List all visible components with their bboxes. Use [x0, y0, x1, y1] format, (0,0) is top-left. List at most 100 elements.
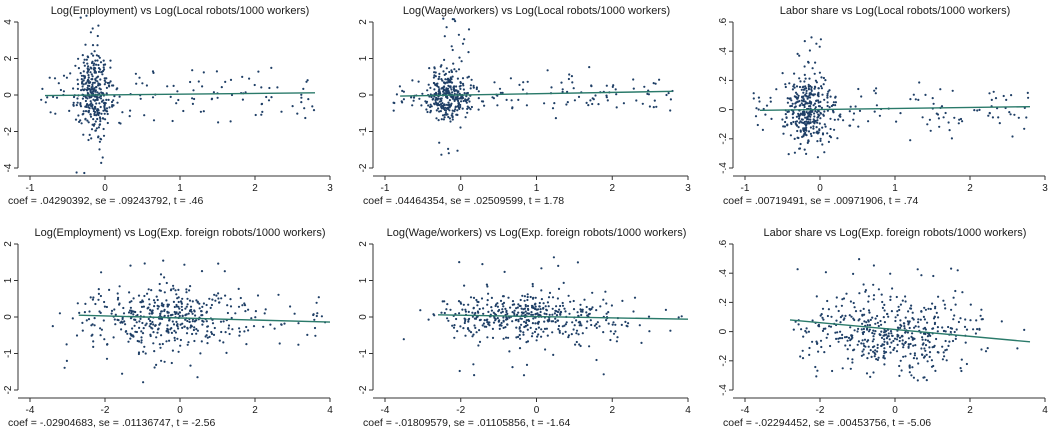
scatter-point: [94, 120, 97, 123]
scatter-point: [95, 85, 98, 89]
scatter-point: [641, 102, 644, 105]
scatter-point: [811, 319, 814, 322]
scatter-point: [912, 376, 916, 379]
scatter-point: [922, 315, 926, 318]
scatter-point: [899, 359, 902, 362]
scatter-point: [72, 87, 75, 90]
scatter-point: [402, 90, 405, 93]
scatter-point: [83, 58, 86, 61]
scatter-point: [976, 328, 979, 331]
y-tick-label: 0: [358, 92, 369, 98]
scatter-point: [175, 311, 178, 314]
scatter-point: [540, 289, 543, 292]
x-tick-label: 0: [817, 183, 823, 194]
scatter-point: [849, 326, 852, 329]
scatter-point: [560, 81, 563, 84]
scatter-point: [821, 307, 825, 310]
scatter-point: [180, 305, 183, 308]
scatter-point: [515, 318, 518, 321]
x-tick-label: 4: [685, 405, 691, 416]
scatter-point: [297, 322, 300, 325]
scatter-point: [829, 325, 833, 328]
scatter-point: [797, 126, 800, 129]
scatter-point: [467, 310, 470, 313]
scatter-point: [953, 314, 956, 317]
scatter-point: [104, 118, 107, 121]
scatter-point: [789, 105, 792, 108]
scatter-point: [108, 106, 111, 109]
scatter-point: [937, 117, 941, 120]
scatter-point: [110, 309, 114, 312]
scatter-point: [81, 97, 84, 100]
scatter-point: [88, 81, 91, 84]
scatter-point: [836, 137, 839, 140]
scatter-point: [492, 321, 496, 324]
scatter-point: [764, 113, 767, 116]
scatter-point: [803, 132, 806, 135]
scatter-point: [803, 80, 806, 83]
scatter-point: [72, 103, 75, 106]
scatter-point: [86, 119, 89, 122]
scatter-point: [98, 112, 101, 115]
scatter-point: [433, 88, 436, 91]
scatter-point: [517, 98, 520, 101]
x-tick-label: 1: [534, 183, 540, 194]
scatter-point: [102, 319, 105, 322]
scatter-point: [782, 125, 785, 128]
scatter-point: [469, 84, 472, 87]
scatter-point: [954, 289, 957, 293]
scatter-point: [122, 306, 125, 310]
scatter-point: [193, 310, 196, 313]
scatter-point: [143, 345, 146, 348]
scatter-point: [875, 104, 879, 107]
scatter-point: [624, 320, 627, 323]
scatter-point: [843, 336, 847, 339]
scatter-point: [464, 319, 467, 323]
scatter-point: [964, 318, 967, 321]
scatter-point: [599, 305, 602, 308]
y-tick-label: 0: [718, 106, 729, 112]
scatter-point: [945, 359, 948, 362]
scatter-point: [928, 118, 932, 121]
scatter-point: [926, 321, 929, 324]
scatter-point: [547, 296, 551, 299]
scatter-point: [680, 315, 683, 318]
scatter-point: [91, 107, 94, 110]
scatter-point: [99, 334, 102, 337]
scatter-point: [509, 306, 512, 309]
scatter-point: [815, 126, 818, 129]
scatter-point: [817, 131, 820, 134]
scatter-point: [605, 319, 608, 322]
scatter-point: [757, 96, 761, 99]
scatter-point: [597, 103, 600, 106]
scatter-point: [761, 128, 765, 131]
panel-5: Log(Wage/workers) vs Log(Exp. foreign ro…: [358, 227, 691, 429]
y-tick-label: -2: [358, 163, 369, 172]
scatter-point: [907, 345, 910, 348]
scatter-point: [135, 82, 138, 85]
scatter-point: [801, 96, 804, 99]
scatter-point: [621, 299, 624, 302]
scatter-point: [457, 99, 460, 103]
scatter-point: [459, 81, 462, 85]
scatter-point: [980, 308, 983, 311]
scatter-point: [199, 352, 202, 355]
scatter-point: [1009, 113, 1012, 116]
scatter-point: [153, 305, 156, 308]
scatter-point: [88, 310, 91, 313]
scatter-point: [802, 335, 805, 338]
scatter-point: [851, 358, 854, 361]
scatter-point: [873, 355, 876, 358]
scatter-point: [795, 97, 799, 100]
x-tick-label: 3: [1042, 183, 1048, 194]
scatter-point: [138, 320, 141, 323]
scatter-point: [467, 28, 471, 31]
scatter-point: [247, 308, 250, 311]
scatter-point: [470, 105, 473, 109]
panel-title: Labor share vs Log(Exp. foreign robots/1…: [764, 227, 1027, 239]
scatter-point: [159, 346, 162, 349]
scatter-point: [135, 330, 138, 334]
scatter-point: [889, 351, 892, 354]
scatter-point: [132, 297, 135, 300]
scatter-point: [810, 101, 813, 104]
